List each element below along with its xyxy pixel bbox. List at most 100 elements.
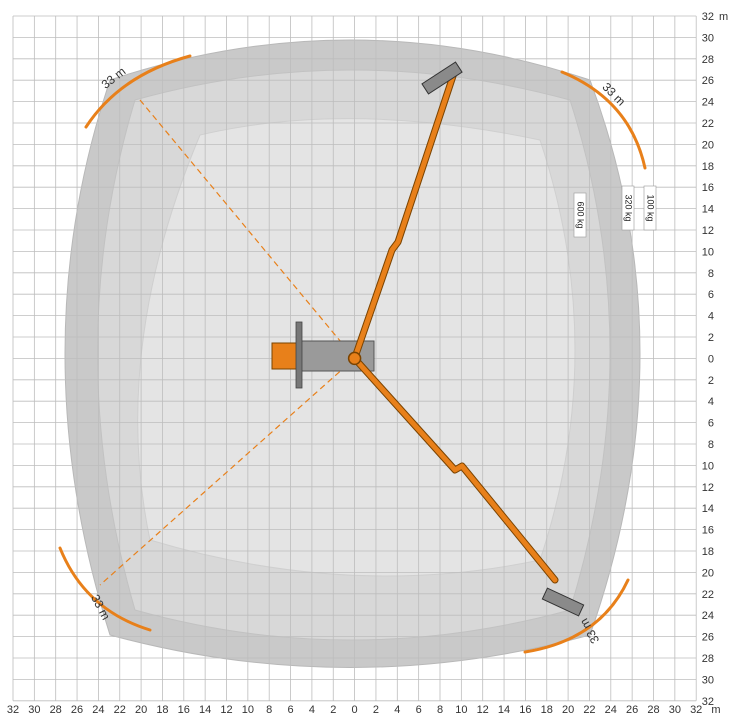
basket-upper-platform (421, 61, 463, 95)
x-axis-tick-label: 16 (178, 704, 190, 716)
y-axis-tick-label: 18 (702, 546, 714, 558)
reach-dashed-line-lower-left (99, 357, 355, 586)
x-axis-tick-label: 22 (114, 704, 126, 716)
y-axis-tick-label: 18 (702, 161, 714, 173)
x-axis-tick-label: 10 (242, 704, 254, 716)
basket-upper-group (421, 61, 463, 95)
y-axis-tick-label: 8 (708, 268, 714, 280)
reach-label-top-right: 33 m (599, 80, 628, 109)
x-axis-tick-label: 12 (477, 704, 489, 716)
load-zone-label-100kg-text: 100 kg (646, 194, 656, 221)
x-axis-tick-label: 14 (498, 704, 510, 716)
y-axis-tick-label: 28 (702, 653, 714, 665)
boom-upper-right (351, 66, 459, 362)
y-axis-tick-label: 10 (702, 246, 714, 258)
work-basket-lower (541, 587, 585, 617)
reach-arc-bottom-right (523, 578, 630, 654)
x-axis-tick-label: 4 (309, 704, 315, 716)
x-axis-tick-label: 4 (394, 704, 400, 716)
x-axis-tick-label: 32 (690, 704, 702, 716)
x-axis-tick-label: 18 (541, 704, 553, 716)
y-axis-tick-label: 24 (702, 97, 714, 109)
load-zone-label-320kg: 320 kg (621, 185, 635, 231)
x-axis-tick-label: 22 (583, 704, 595, 716)
boom-lower-right (351, 354, 559, 584)
x-axis-tick-label: 6 (287, 704, 293, 716)
y-axis-tick-label: 2 (708, 332, 714, 344)
x-axis-tick-label: 20 (562, 704, 574, 716)
y-axis-tick-label: 16 (702, 525, 714, 537)
load-zone-label-600kg-text: 600 kg (576, 201, 586, 228)
y-axis-unit-label: m (719, 11, 728, 23)
y-axis-tick-label: 32 (702, 696, 714, 708)
x-axis-tick-label: 2 (330, 704, 336, 716)
y-axis-tick-label: 20 (702, 567, 714, 579)
y-axis-tick-label: 28 (702, 54, 714, 66)
boom-lower-section-body (352, 355, 558, 583)
y-axis-tick-label: 12 (702, 482, 714, 494)
x-axis-tick-labels: 32 30 28 26 24 22 20 18 16 14 12 10 8 6 4 2 0 2 4 6 8 10 12 14 1… (7, 704, 702, 716)
reach-dashed-line-upper-left (139, 99, 356, 359)
x-axis-tick-label: 28 (50, 704, 62, 716)
y-axis-tick-label: 14 (702, 503, 714, 515)
basket-lower-group (541, 587, 585, 617)
y-axis-tick-label: 4 (708, 311, 714, 323)
y-axis-tick-labels: 3230282624222018161412108642024681012141… (702, 11, 714, 708)
reach-arc-top-right (560, 70, 647, 170)
x-axis-tick-label: 6 (416, 704, 422, 716)
load-zone-label-600kg-bg (573, 192, 587, 238)
y-axis-tick-label: 26 (702, 632, 714, 644)
x-axis-tick-label: 2 (373, 704, 379, 716)
y-axis-tick-label: 20 (702, 139, 714, 151)
x-axis-tick-label: 26 (626, 704, 638, 716)
y-axis-tick-label: 24 (702, 610, 714, 622)
load-zone-label-600kg: 600 kg (573, 192, 587, 238)
x-axis-tick-label: 8 (266, 704, 272, 716)
y-axis-tick-label: 10 (702, 460, 714, 472)
reach-arc-top-left (84, 54, 192, 129)
load-zone-label-100kg: 100 kg (643, 185, 657, 231)
y-axis-tick-label: 6 (708, 289, 714, 301)
load-zone-label-100kg-bg (643, 185, 657, 231)
x-axis-tick-label: 12 (220, 704, 232, 716)
vehicle-cab (271, 342, 299, 370)
x-axis-tick-label: 30 (28, 704, 40, 716)
boom-upper-section-body (352, 67, 458, 361)
y-axis-tick-label: 22 (702, 589, 714, 601)
vehicle-outrigger-front (295, 321, 303, 389)
y-axis-tick-label: 8 (708, 439, 714, 451)
x-axis-tick-label: 32 (7, 704, 19, 716)
y-axis-tick-label: 12 (702, 225, 714, 237)
y-axis-tick-label: 32 (702, 11, 714, 23)
x-axis-tick-label: 30 (669, 704, 681, 716)
reach-arc-bottom-left (58, 546, 152, 632)
x-axis-tick-label: 10 (455, 704, 467, 716)
y-axis-tick-label: 22 (702, 118, 714, 130)
metric-grid (12, 15, 697, 702)
x-axis-tick-label: 20 (135, 704, 147, 716)
x-axis-tick-label: 16 (519, 704, 531, 716)
y-axis-tick-label: 0 (708, 353, 714, 365)
x-axis-unit-label: m (711, 704, 720, 716)
y-axis-tick-label: 30 (702, 674, 714, 686)
load-zone-label-320kg-bg (621, 185, 635, 231)
x-axis-tick-label: 8 (437, 704, 443, 716)
x-axis-tick-label: 24 (605, 704, 617, 716)
y-axis-tick-label: 30 (702, 32, 714, 44)
x-axis-tick-label: 14 (199, 704, 211, 716)
y-axis-tick-label: 26 (702, 75, 714, 87)
basket-lower-platform (541, 587, 585, 617)
x-axis-tick-label: 28 (647, 704, 659, 716)
x-axis-tick-label: 18 (156, 704, 168, 716)
y-axis-tick-label: 2 (708, 375, 714, 387)
x-axis-tick-label: 24 (92, 704, 104, 716)
y-axis-tick-label: 14 (702, 204, 714, 216)
work-basket-upper (421, 61, 463, 95)
x-axis-tick-label: 26 (71, 704, 83, 716)
y-axis-tick-label: 4 (708, 396, 714, 408)
y-axis-tick-label: 6 (708, 418, 714, 430)
y-axis-tick-label: 16 (702, 182, 714, 194)
load-zone-label-320kg-text: 320 kg (624, 194, 634, 221)
x-axis-tick-label: 0 (352, 704, 358, 716)
